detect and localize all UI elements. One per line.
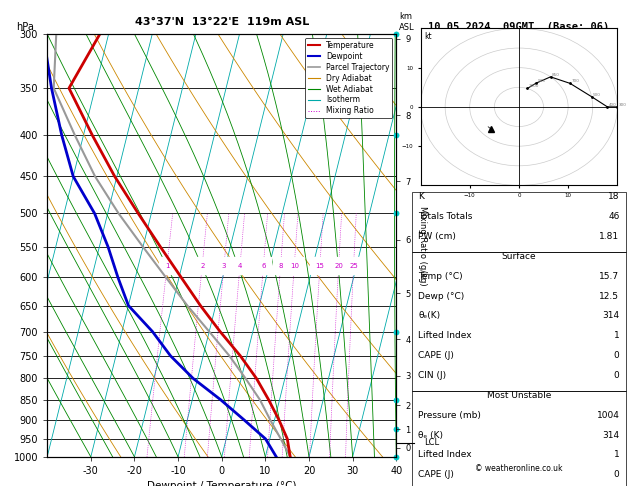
- Bar: [412, 192, 626, 252]
- Text: 700: 700: [572, 79, 579, 83]
- Text: 15.7: 15.7: [599, 272, 620, 281]
- Text: 8: 8: [279, 262, 283, 269]
- Text: 400: 400: [609, 103, 616, 107]
- Text: 12.5: 12.5: [599, 292, 620, 301]
- Text: 3: 3: [222, 262, 226, 269]
- Text: 10.05.2024  09GMT  (Base: 06): 10.05.2024 09GMT (Base: 06): [428, 21, 610, 32]
- Text: 314: 314: [603, 431, 620, 439]
- Bar: [412, 252, 626, 391]
- Text: CAPE (J): CAPE (J): [418, 351, 454, 360]
- Text: CAPE (J): CAPE (J): [418, 470, 454, 479]
- Text: Totals Totals: Totals Totals: [418, 212, 473, 221]
- Text: Pressure (mb): Pressure (mb): [418, 411, 481, 420]
- Text: 0: 0: [614, 351, 620, 360]
- Text: Lifted Index: Lifted Index: [418, 331, 472, 340]
- Text: 1004: 1004: [596, 411, 620, 420]
- Text: kt: kt: [425, 32, 432, 40]
- Legend: Temperature, Dewpoint, Parcel Trajectory, Dry Adiabat, Wet Adiabat, Isotherm, Mi: Temperature, Dewpoint, Parcel Trajectory…: [305, 38, 392, 119]
- Bar: [412, 391, 626, 486]
- Text: 18: 18: [608, 192, 620, 201]
- Text: 20: 20: [334, 262, 343, 269]
- Text: Temp (°C): Temp (°C): [418, 272, 463, 281]
- Text: PW (cm): PW (cm): [418, 232, 456, 241]
- Text: © weatheronline.co.uk: © weatheronline.co.uk: [475, 464, 563, 472]
- Text: 15: 15: [316, 262, 325, 269]
- Text: 314: 314: [603, 312, 620, 320]
- Text: 2: 2: [200, 262, 204, 269]
- Text: K: K: [418, 192, 425, 201]
- Text: 10: 10: [290, 262, 299, 269]
- Text: Most Unstable: Most Unstable: [487, 391, 551, 400]
- Text: 1.81: 1.81: [599, 232, 620, 241]
- Text: Surface: Surface: [501, 252, 537, 261]
- Text: CIN (J): CIN (J): [418, 371, 447, 380]
- Text: hPa: hPa: [16, 21, 33, 32]
- Text: 6: 6: [261, 262, 265, 269]
- Text: 925: 925: [538, 79, 545, 83]
- Text: LCL: LCL: [424, 438, 439, 447]
- Text: 0: 0: [614, 470, 620, 479]
- Text: Dewp (°C): Dewp (°C): [418, 292, 465, 301]
- Text: 1: 1: [614, 451, 620, 459]
- Text: km
ASL: km ASL: [399, 12, 415, 32]
- Text: 0: 0: [614, 371, 620, 380]
- X-axis label: Dewpoint / Temperature (°C): Dewpoint / Temperature (°C): [147, 482, 296, 486]
- Text: 300: 300: [619, 103, 626, 107]
- Y-axis label: Mixing Ratio (g/kg): Mixing Ratio (g/kg): [418, 206, 427, 285]
- Text: θₑ(K): θₑ(K): [418, 312, 440, 320]
- Text: 1: 1: [165, 262, 169, 269]
- Text: 1: 1: [614, 331, 620, 340]
- Text: 25: 25: [349, 262, 358, 269]
- Text: θₑ (K): θₑ (K): [418, 431, 443, 439]
- Text: 850: 850: [552, 73, 560, 77]
- Text: Lifted Index: Lifted Index: [418, 451, 472, 459]
- Text: 43°37'N  13°22'E  119m ASL: 43°37'N 13°22'E 119m ASL: [135, 17, 309, 27]
- Text: 46: 46: [608, 212, 620, 221]
- Text: 500: 500: [593, 92, 601, 97]
- Text: 1000: 1000: [529, 84, 539, 88]
- Text: 4: 4: [238, 262, 242, 269]
